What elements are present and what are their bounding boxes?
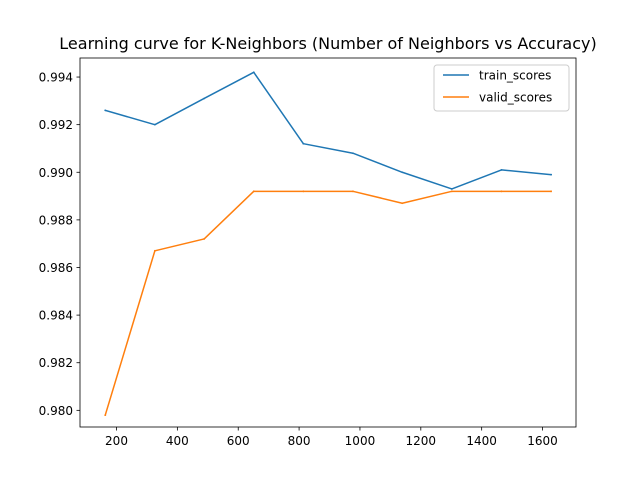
- data-point-train_scores: [104, 109, 107, 112]
- y-tick-label: 0.988: [39, 213, 73, 227]
- data-point-valid_scores: [302, 190, 305, 193]
- legend-label-train_scores: train_scores: [479, 69, 551, 83]
- data-point-train_scores: [500, 168, 503, 171]
- data-point-valid_scores: [500, 190, 503, 193]
- data-point-train_scores: [450, 188, 453, 190]
- series-layer: [104, 71, 552, 417]
- chart-title: Learning curve for K-Neighbors (Number o…: [59, 34, 596, 53]
- x-tick-label: 600: [227, 434, 250, 448]
- legend-label-valid_scores: valid_scores: [479, 91, 552, 105]
- data-point-valid_scores: [203, 238, 206, 240]
- x-tick-label: 1200: [406, 434, 437, 448]
- data-point-train_scores: [302, 142, 305, 145]
- y-tick-label: 0.984: [39, 309, 73, 323]
- data-point-valid_scores: [153, 249, 156, 252]
- data-point-train_scores: [203, 97, 206, 100]
- x-tick-label: 1600: [527, 434, 558, 448]
- series-line-valid_scores: [104, 190, 552, 417]
- y-tick-label: 0.982: [39, 356, 73, 370]
- data-point-valid_scores: [401, 202, 404, 205]
- y-tick-label: 0.990: [39, 166, 73, 180]
- data-point-valid_scores: [252, 190, 255, 193]
- data-point-train_scores: [252, 71, 255, 74]
- x-tick-label: 1000: [345, 434, 376, 448]
- data-point-train_scores: [401, 171, 404, 174]
- y-tick-label: 0.980: [39, 404, 73, 418]
- axes-layer: 200 400 600 800 1000 1200 1400 1600 0.980 0.982 0.…: [39, 57, 577, 448]
- y-tick-label: 0.994: [39, 71, 73, 85]
- x-tick-label: 400: [166, 434, 189, 448]
- y-tick-label: 0.992: [39, 118, 73, 132]
- data-point-train_scores: [352, 152, 354, 155]
- x-tick-label: 800: [288, 434, 311, 448]
- y-tick-label: 0.986: [39, 261, 73, 275]
- legend-box: [433, 64, 570, 112]
- series-line-train_scores: [104, 71, 552, 190]
- x-tick-label: 200: [105, 434, 128, 448]
- data-point-train_scores: [153, 123, 156, 126]
- data-point-train_scores: [550, 173, 552, 176]
- legend: train_scores valid_scores: [433, 64, 570, 112]
- data-point-valid_scores: [450, 190, 453, 193]
- axes-frame: [79, 57, 577, 428]
- data-point-valid_scores: [352, 190, 354, 193]
- data-point-valid_scores: [104, 414, 107, 416]
- x-tick-label: 1400: [466, 434, 497, 448]
- data-point-valid_scores: [550, 190, 552, 193]
